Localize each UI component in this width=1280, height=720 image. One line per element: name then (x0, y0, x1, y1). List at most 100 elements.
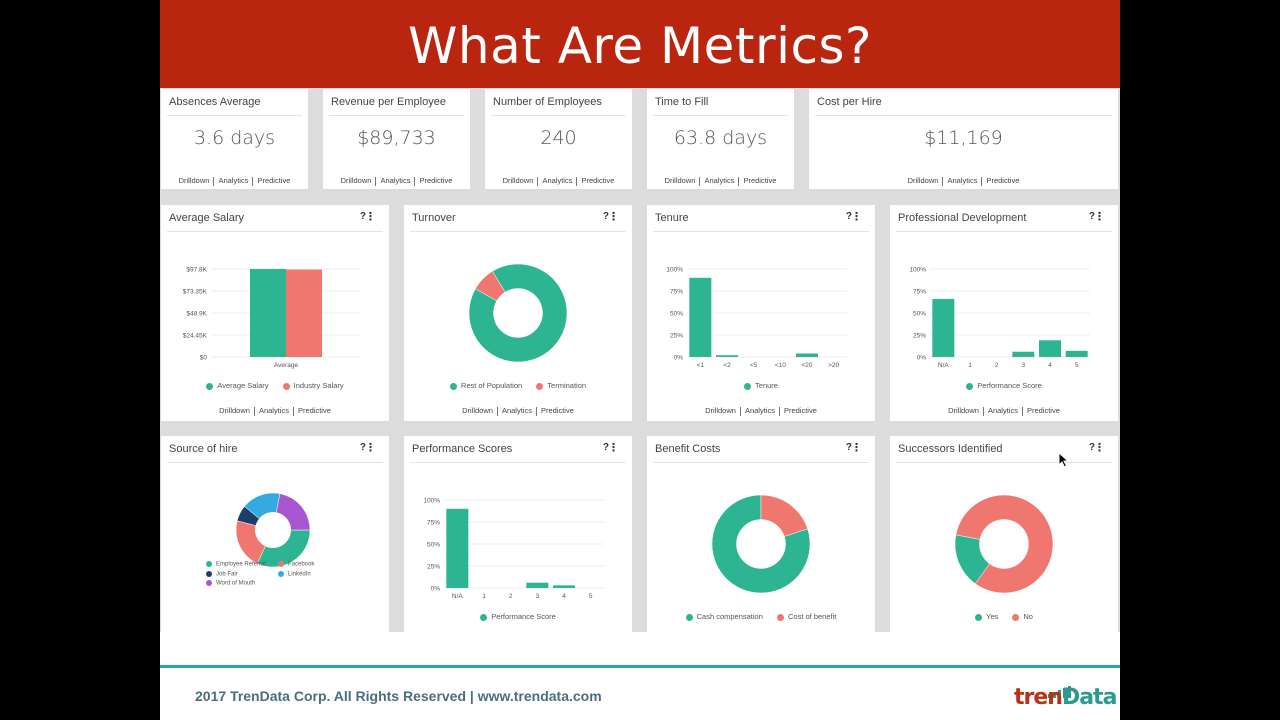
drilldown-link[interactable]: Drilldown (502, 176, 534, 185)
more-options-icon[interactable]: ⋮ (608, 442, 619, 454)
y-tick-label: 25% (670, 333, 683, 340)
y-tick-label: 25% (427, 564, 440, 571)
kpi-number-of-employees[interactable]: Number of Employees 240 Drilldown Analyti… (485, 89, 632, 189)
chart-title: Source of hire (169, 443, 238, 455)
help-icon[interactable]: ? (359, 442, 366, 453)
help-icon[interactable]: ? (845, 442, 852, 453)
drilldown-link[interactable]: Drilldown (907, 176, 939, 185)
drilldown-link[interactable]: Drilldown (664, 176, 696, 185)
more-options-icon[interactable]: ⋮ (851, 211, 862, 223)
chart-legend: Average Salary Industry Salary (161, 381, 389, 390)
y-tick-label: 100% (423, 498, 440, 505)
chart-title: Professional Development (898, 212, 1027, 224)
legend-item[interactable]: Performance Score (966, 381, 1042, 390)
legend-item[interactable]: Cost of benefit (777, 612, 836, 621)
analytics-link[interactable]: Analytics (542, 176, 573, 185)
chart-title: Turnover (412, 212, 456, 224)
more-options-icon[interactable]: ⋮ (1094, 211, 1105, 223)
slide-title: What Are Metrics? (407, 17, 873, 75)
predictive-link[interactable]: Predictive (581, 176, 615, 185)
legend-item[interactable]: Job Fair (206, 570, 278, 577)
kpi-revenue-per-employee[interactable]: Revenue per Employee $89,733 Drilldown An… (323, 89, 470, 189)
legend-item[interactable]: Industry Salary (282, 381, 344, 390)
x-tick-label: 3 (536, 593, 540, 600)
help-icon[interactable]: ? (359, 211, 366, 222)
kpi-absences-average[interactable]: Absences Average 3.6 days Drilldown Analy… (161, 89, 308, 189)
help-icon[interactable]: ? (602, 442, 609, 453)
chart-links: Drilldown Analytics Predictive (890, 406, 1118, 416)
predictive-link[interactable]: Predictive (419, 176, 453, 185)
y-tick-label: 0% (431, 586, 441, 593)
legend-item[interactable]: Word of Mouth (206, 580, 278, 587)
legend-item[interactable]: Performance Score (480, 612, 556, 621)
kpi-title: Cost per Hire (817, 96, 882, 108)
legend-item[interactable]: Rest of Population (449, 381, 522, 390)
kpi-cost-per-hire[interactable]: Cost per Hire $11,169 Drilldown Analytics… (809, 89, 1118, 189)
footer-divider (160, 665, 1120, 668)
predictive-link[interactable]: Predictive (743, 176, 777, 185)
bar (526, 582, 549, 588)
legend-item[interactable]: Cash compensation (685, 612, 763, 621)
more-options-icon[interactable]: ⋮ (365, 211, 376, 223)
legend-item[interactable]: Termination (536, 381, 586, 390)
predictive-link[interactable]: Predictive (1026, 406, 1060, 415)
trendata-logo: trenData (1014, 685, 1117, 710)
chart-title: Performance Scores (412, 443, 513, 455)
help-icon[interactable]: ? (602, 211, 609, 222)
kpi-value: $89,733 (357, 127, 436, 149)
legend-item[interactable]: LinkedIn (278, 570, 338, 577)
help-icon[interactable]: ? (1088, 211, 1095, 222)
y-tick-label: 25% (913, 333, 926, 340)
chart-links: Drilldown Analytics Predictive (404, 406, 632, 416)
chart-average-salary: $0 $24.45K $48.9K $73.35K $97.8K Average (183, 267, 361, 369)
help-icon[interactable]: ? (845, 211, 852, 222)
kpi-links: Drilldown Analytics Predictive (485, 176, 632, 186)
legend-item[interactable]: Facebook (278, 561, 338, 568)
y-tick-label: 50% (670, 311, 683, 318)
analytics-link[interactable]: Analytics (501, 406, 532, 415)
chart-turnover (468, 263, 568, 363)
legend-item[interactable]: Employee Referral (206, 561, 278, 568)
legend-item[interactable]: Tenure (744, 381, 778, 390)
chart-benefit-costs (711, 494, 811, 594)
pie-slice (711, 494, 811, 594)
bar (446, 508, 469, 588)
help-icon[interactable]: ? (1088, 442, 1095, 453)
x-tick-label: 2 (509, 593, 513, 600)
drilldown-link[interactable]: Drilldown (178, 176, 210, 185)
chart-legend: Performance Score (404, 612, 632, 621)
bar (553, 585, 575, 588)
y-tick-label: 75% (913, 289, 926, 296)
analytics-link[interactable]: Analytics (947, 176, 978, 185)
predictive-link[interactable]: Predictive (783, 406, 817, 415)
more-options-icon[interactable]: ⋮ (608, 211, 619, 223)
drilldown-link[interactable]: Drilldown (340, 176, 372, 185)
drilldown-link[interactable]: Drilldown (462, 406, 493, 415)
legend-item[interactable]: Yes (975, 612, 998, 621)
more-options-icon[interactable]: ⋮ (1094, 442, 1105, 454)
predictive-link[interactable]: Predictive (297, 406, 331, 415)
analytics-link[interactable]: Analytics (380, 176, 411, 185)
legend-item[interactable]: No (1012, 612, 1033, 621)
analytics-link[interactable]: Analytics (744, 406, 775, 415)
x-tick-label: 3 (1022, 362, 1026, 369)
drilldown-link[interactable]: Drilldown (948, 406, 979, 415)
legend-item[interactable]: Average Salary (206, 381, 269, 390)
more-options-icon[interactable]: ⋮ (365, 442, 376, 454)
drilldown-link[interactable]: Drilldown (705, 406, 736, 415)
predictive-link[interactable]: Predictive (540, 406, 574, 415)
predictive-link[interactable]: Predictive (986, 176, 1020, 185)
more-options-icon[interactable]: ⋮ (851, 442, 862, 454)
y-tick-label: 75% (670, 289, 683, 296)
predictive-link[interactable]: Predictive (257, 176, 291, 185)
chart-card-source-of-hire: Source of hire ? ⋮ Employee Referral Face… (161, 436, 389, 632)
drilldown-link[interactable]: Drilldown (219, 406, 250, 415)
analytics-link[interactable]: Analytics (987, 406, 1018, 415)
x-tick-label: 5 (589, 593, 593, 600)
analytics-link[interactable]: Analytics (218, 176, 249, 185)
kpi-time-to-fill[interactable]: Time to Fill 63.8 days Drilldown Analytic… (647, 89, 794, 189)
analytics-link[interactable]: Analytics (258, 406, 289, 415)
analytics-link[interactable]: Analytics (704, 176, 735, 185)
chart-legend: Rest of Population Termination (404, 381, 632, 390)
x-tick-label: N/A (452, 593, 464, 600)
